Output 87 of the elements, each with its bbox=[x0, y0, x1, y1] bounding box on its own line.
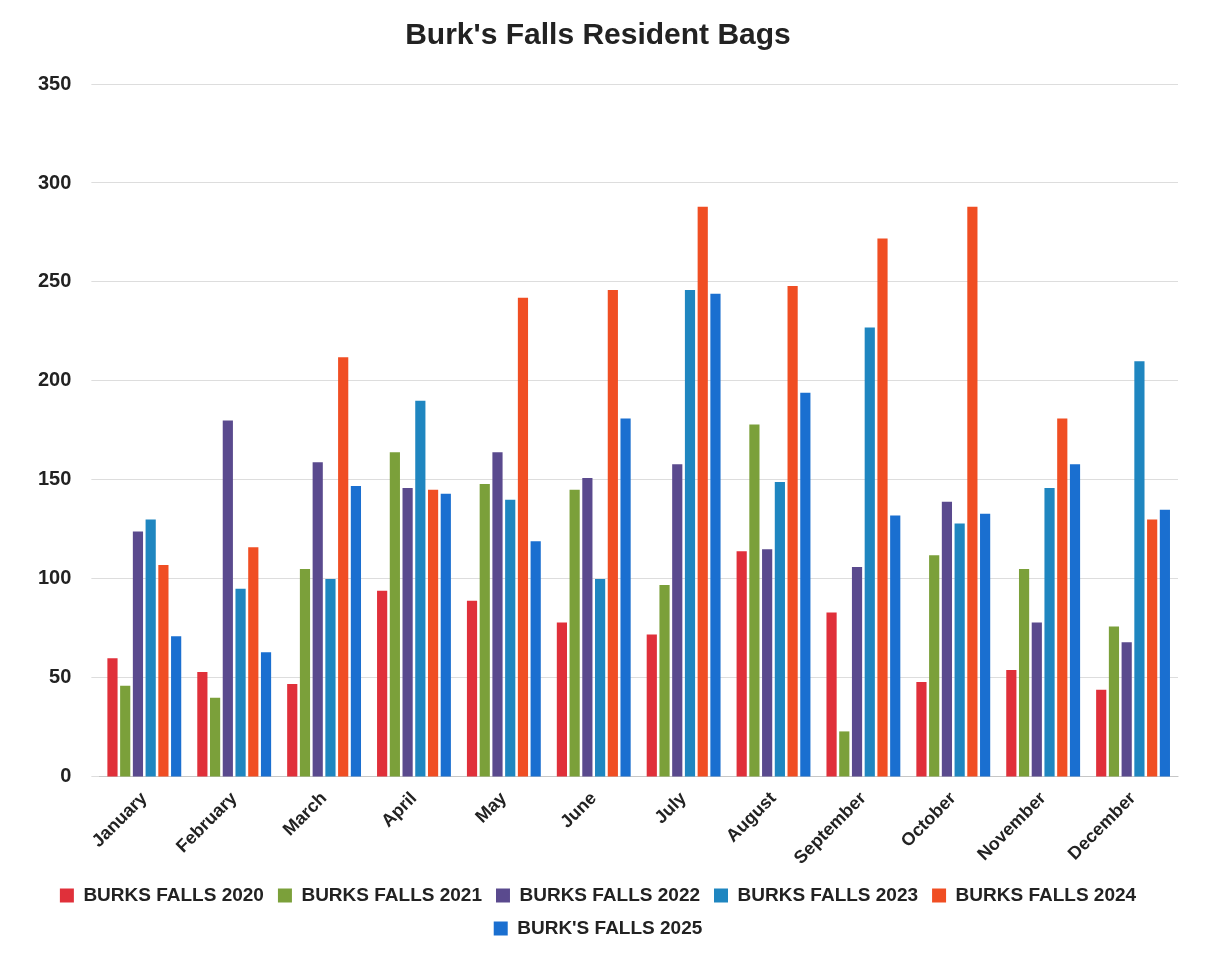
bar bbox=[929, 555, 940, 777]
bar bbox=[1006, 670, 1017, 777]
bar bbox=[672, 464, 683, 777]
bar bbox=[710, 293, 721, 777]
y-tick-label: 150 bbox=[37, 467, 72, 490]
legend-label: BURKS FALLS 2022 bbox=[519, 883, 701, 905]
bar bbox=[1018, 569, 1030, 777]
bar bbox=[1108, 626, 1120, 777]
bar bbox=[325, 578, 336, 777]
bar bbox=[1096, 689, 1107, 777]
bar bbox=[620, 418, 631, 777]
bar bbox=[684, 289, 696, 777]
bar bbox=[492, 452, 503, 777]
legend-label: BURKS FALLS 2020 bbox=[83, 883, 264, 905]
bar bbox=[1134, 361, 1145, 777]
bar bbox=[851, 567, 863, 777]
bar bbox=[1069, 464, 1081, 777]
bar bbox=[427, 489, 439, 777]
bar bbox=[377, 590, 388, 777]
y-tick-label: 250 bbox=[37, 269, 72, 292]
bar bbox=[826, 612, 837, 777]
bar bbox=[479, 483, 490, 777]
bar bbox=[248, 547, 259, 777]
bar bbox=[980, 513, 991, 777]
bar bbox=[607, 289, 618, 777]
legend-label: BURKS FALLS 2023 bbox=[737, 883, 919, 905]
bar bbox=[171, 636, 182, 777]
y-tick-label: 300 bbox=[37, 170, 72, 193]
bar bbox=[1147, 519, 1158, 777]
bar bbox=[158, 565, 169, 777]
bar bbox=[787, 285, 798, 777]
bar bbox=[916, 681, 927, 777]
y-tick-label: 50 bbox=[49, 665, 72, 688]
bar bbox=[582, 477, 593, 777]
bar bbox=[762, 549, 773, 777]
bar bbox=[402, 487, 413, 777]
bar bbox=[749, 424, 760, 777]
bar bbox=[415, 400, 426, 777]
bar bbox=[877, 238, 888, 777]
y-tick-label: 200 bbox=[37, 368, 72, 391]
bar bbox=[774, 481, 785, 777]
bar bbox=[132, 531, 144, 777]
bar bbox=[569, 489, 580, 777]
legend-label: BURKS FALLS 2024 bbox=[955, 883, 1137, 905]
bar bbox=[517, 297, 529, 777]
bar bbox=[890, 515, 901, 777]
bar bbox=[107, 658, 118, 777]
bar bbox=[260, 652, 272, 777]
bar bbox=[120, 685, 131, 777]
bar bbox=[646, 634, 657, 777]
legend-label: BURKS FALLS 2021 bbox=[301, 883, 483, 905]
bar bbox=[505, 499, 516, 777]
legend-label: BURK'S FALLS 2025 bbox=[517, 916, 703, 938]
bar bbox=[1121, 642, 1132, 777]
bar bbox=[736, 551, 747, 777]
bar bbox=[299, 569, 311, 777]
bar bbox=[338, 357, 349, 777]
bar bbox=[864, 327, 875, 777]
bar bbox=[967, 206, 978, 777]
bar bbox=[659, 584, 670, 777]
bar bbox=[1057, 418, 1068, 777]
y-tick-label: 100 bbox=[37, 566, 72, 589]
bar bbox=[312, 462, 323, 777]
bar bbox=[595, 578, 606, 777]
bar bbox=[530, 541, 541, 777]
bar bbox=[466, 600, 478, 777]
bar bbox=[1044, 487, 1055, 777]
chart-title: Burk's Falls Resident Bags bbox=[405, 17, 791, 51]
bar bbox=[222, 420, 233, 777]
bar bbox=[1159, 509, 1170, 777]
y-tick-label: 0 bbox=[60, 764, 72, 787]
bar bbox=[800, 392, 811, 777]
bar bbox=[440, 493, 451, 777]
bar bbox=[1031, 622, 1042, 777]
bar bbox=[197, 672, 208, 777]
bar bbox=[210, 697, 221, 777]
y-tick-label: 350 bbox=[37, 71, 72, 94]
bar bbox=[556, 622, 567, 777]
bar bbox=[941, 501, 953, 777]
bar bbox=[235, 588, 246, 777]
bar bbox=[287, 683, 298, 777]
bar bbox=[839, 731, 850, 777]
bar bbox=[145, 519, 156, 777]
bar bbox=[697, 206, 708, 777]
bar bbox=[954, 523, 965, 777]
bar bbox=[389, 452, 400, 777]
bar bbox=[350, 485, 362, 777]
